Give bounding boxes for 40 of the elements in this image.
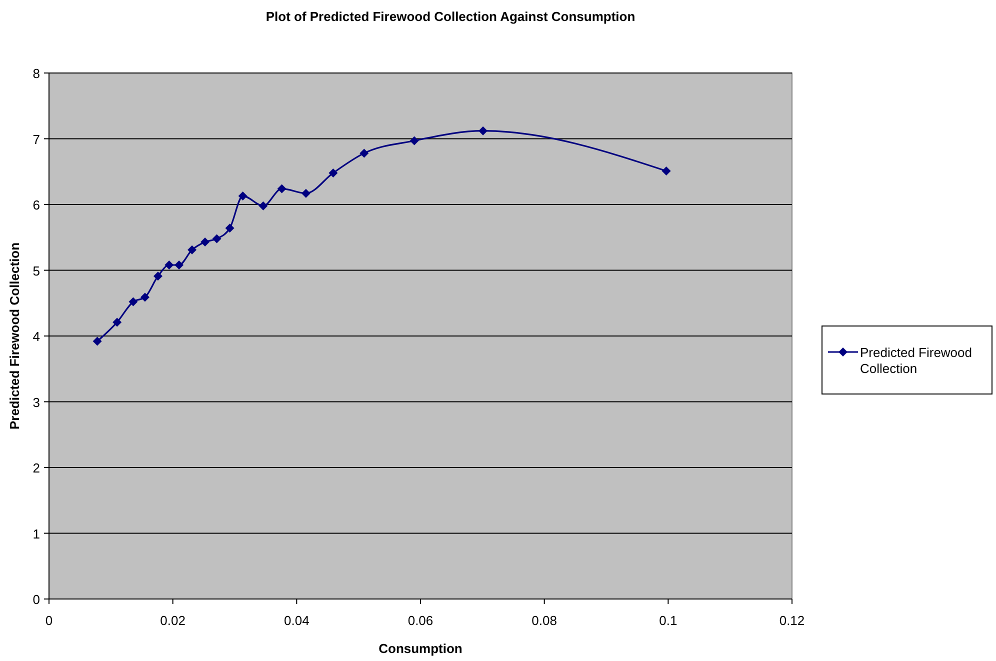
- x-axis-title: Consumption: [378, 641, 462, 656]
- point: [174, 260, 184, 270]
- y-tick-label: 2: [32, 460, 40, 476]
- point: [140, 292, 150, 302]
- x-tick-label: 0.1: [659, 613, 678, 628]
- x-tick-label: 0.06: [408, 613, 434, 628]
- legend-label: Predicted Firewood Collection: [860, 345, 972, 376]
- point: [662, 166, 671, 176]
- y-tick-label: 8: [32, 66, 40, 81]
- y-tick-label: 6: [32, 198, 40, 212]
- x-tick-label: 0.04: [284, 613, 310, 628]
- point: [153, 272, 162, 281]
- y-tick-label: 1: [32, 526, 40, 542]
- y-tick-label: 0: [32, 592, 40, 607]
- point: [188, 245, 197, 254]
- point: [360, 148, 369, 158]
- chart-title: Plot of Predicted Firewood Collection Against Consumption: [266, 9, 636, 24]
- point: [328, 168, 338, 178]
- x-tick-label: 0: [45, 613, 53, 628]
- y-tick-label: 4: [32, 329, 40, 344]
- y-axis-title: Predicted Firewood Collection: [7, 242, 22, 430]
- point: [212, 234, 222, 244]
- x-tick-label: 0.02: [160, 613, 186, 628]
- x-tick-label: 0.08: [532, 613, 557, 628]
- point: [225, 224, 234, 233]
- y-tick-label: 3: [32, 394, 40, 410]
- y-tick-label: 7: [32, 132, 40, 147]
- point: [112, 318, 122, 327]
- point: [410, 136, 419, 146]
- point: [238, 191, 248, 200]
- point: [258, 201, 268, 210]
- point: [200, 237, 210, 246]
- y-tick-label: 5: [32, 263, 40, 278]
- point: [301, 188, 310, 198]
- point: [164, 260, 174, 270]
- point: [478, 126, 488, 136]
- x-tick-label: 0.12: [779, 613, 805, 628]
- point: [277, 184, 286, 194]
- point: [92, 336, 102, 346]
- point: [128, 297, 138, 306]
